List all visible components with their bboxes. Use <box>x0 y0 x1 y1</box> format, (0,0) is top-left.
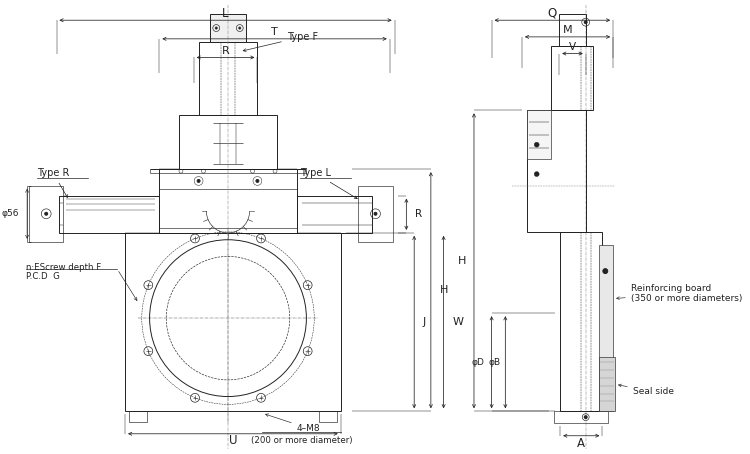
Bar <box>29 186 63 242</box>
Circle shape <box>534 172 539 177</box>
Bar <box>199 42 257 115</box>
Bar <box>59 196 160 233</box>
Circle shape <box>584 21 587 24</box>
Text: Reinforcing board
(350 or more diameters): Reinforcing board (350 or more diameters… <box>616 284 742 303</box>
Text: H: H <box>440 285 448 295</box>
Circle shape <box>256 179 259 183</box>
Text: P.C.D  G: P.C.D G <box>26 272 60 281</box>
Text: Q: Q <box>548 7 557 20</box>
Text: Type F: Type F <box>243 32 318 51</box>
Bar <box>527 110 586 232</box>
Bar <box>210 15 246 42</box>
Circle shape <box>215 27 217 29</box>
Text: (200 or more diameter): (200 or more diameter) <box>251 436 352 445</box>
Bar <box>296 196 372 233</box>
Text: R: R <box>222 45 230 55</box>
Text: U: U <box>229 434 237 447</box>
Circle shape <box>584 416 587 419</box>
Bar <box>560 232 602 411</box>
Bar <box>320 411 337 422</box>
Text: φD: φD <box>472 358 484 367</box>
Text: φB: φB <box>488 358 500 367</box>
Bar <box>599 245 613 411</box>
Text: M: M <box>562 25 572 35</box>
Bar <box>560 15 586 46</box>
Circle shape <box>603 269 608 274</box>
Bar <box>599 357 615 411</box>
Circle shape <box>45 212 48 215</box>
Text: Type L: Type L <box>299 168 357 199</box>
Text: 4–M8: 4–M8 <box>266 414 320 433</box>
Bar <box>527 110 551 159</box>
Text: L: L <box>222 7 229 20</box>
Bar <box>129 411 147 422</box>
Circle shape <box>238 27 241 29</box>
Bar <box>179 115 277 169</box>
Bar <box>358 186 393 242</box>
Text: T: T <box>272 27 278 37</box>
Text: H: H <box>458 256 466 266</box>
Text: φ56: φ56 <box>2 209 20 218</box>
Bar <box>551 46 592 110</box>
Text: n·EScrew depth F: n·EScrew depth F <box>26 263 101 271</box>
Text: V: V <box>569 42 576 52</box>
Text: J: J <box>423 317 426 327</box>
Bar <box>554 411 608 423</box>
Text: W: W <box>452 317 464 327</box>
Circle shape <box>197 179 200 183</box>
Circle shape <box>374 212 377 215</box>
Text: Seal side: Seal side <box>619 384 674 396</box>
Bar <box>160 169 296 233</box>
Bar <box>125 233 341 411</box>
Text: Type R: Type R <box>37 168 69 197</box>
Text: R: R <box>416 209 422 219</box>
Circle shape <box>534 142 539 147</box>
Text: A: A <box>578 437 585 450</box>
